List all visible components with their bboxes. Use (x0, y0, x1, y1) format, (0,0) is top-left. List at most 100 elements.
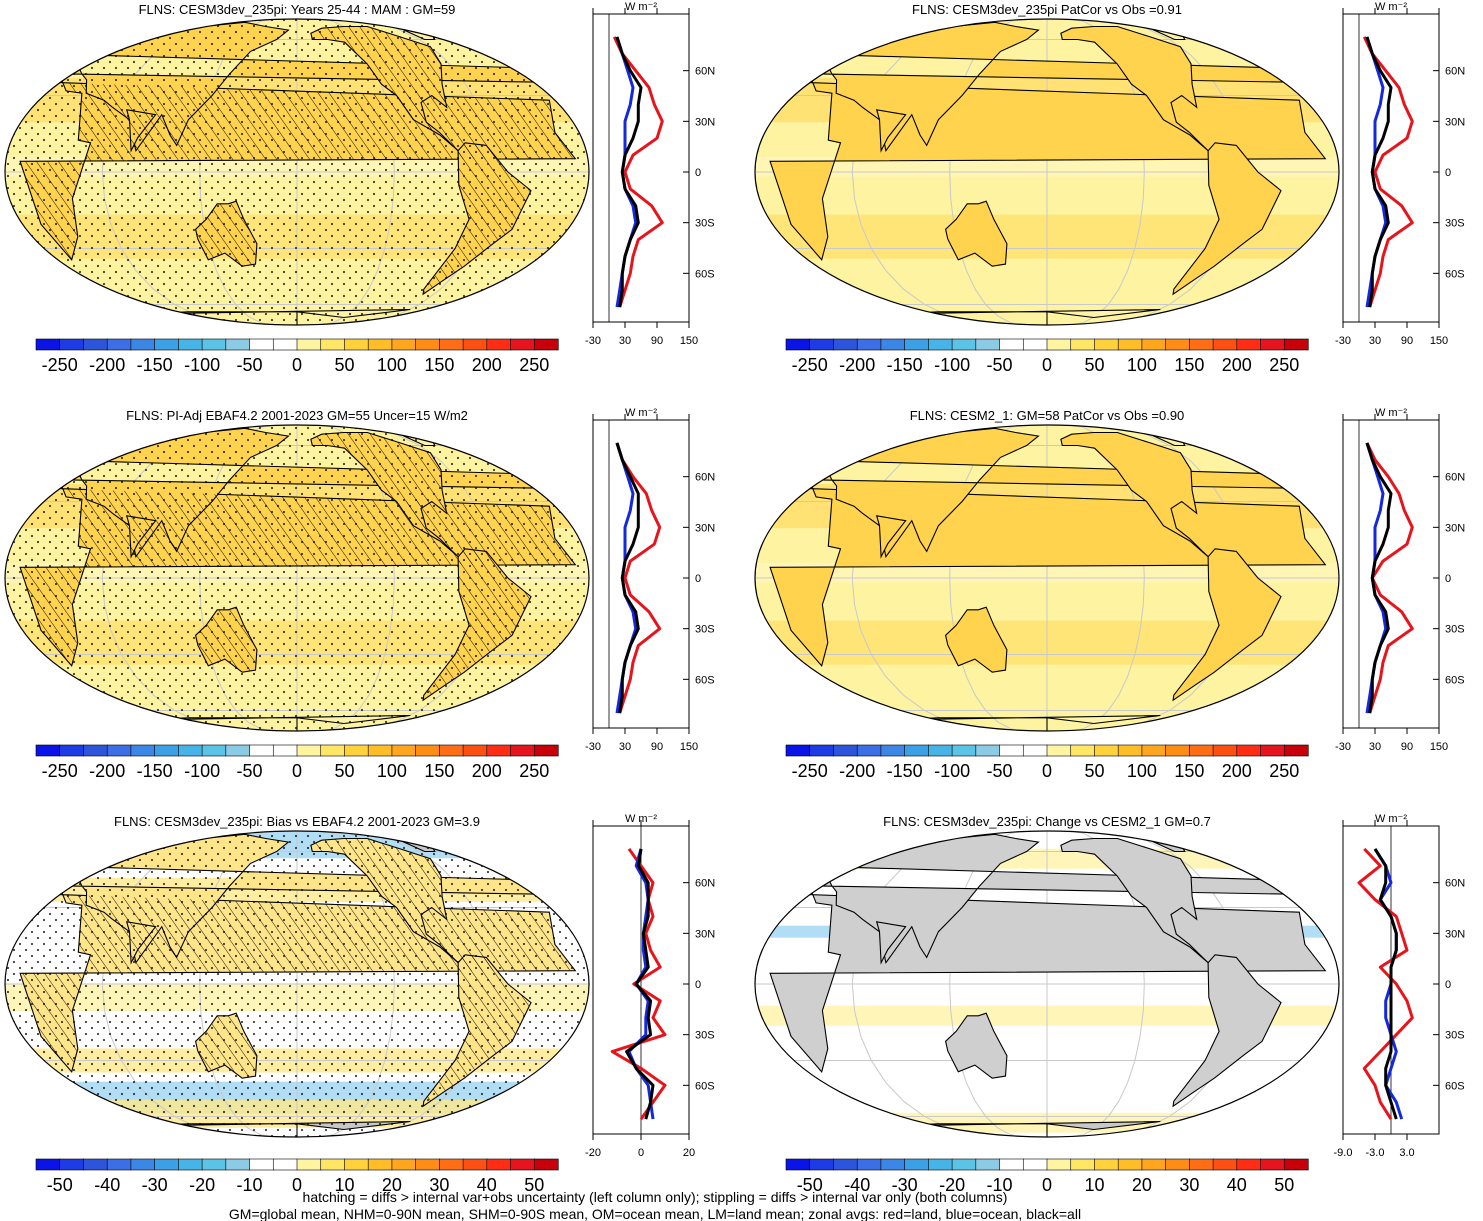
colorbar-swatch (344, 338, 369, 351)
map-obs-ebaf (5, 425, 589, 731)
colorbar-swatch (1165, 338, 1190, 351)
zonal-lat-label: 60N (695, 472, 715, 484)
colorbar-swatch (272, 338, 298, 351)
continent-india (875, 109, 907, 153)
zonal-lat-label: 0 (695, 167, 701, 179)
colorbar-swatch (344, 744, 369, 757)
hatching-africa (20, 891, 576, 1072)
colorbar-swatch (1212, 744, 1238, 757)
map-border (754, 830, 1340, 1138)
colorbar-swatch (249, 1158, 274, 1171)
map-cesm3-patcor (755, 19, 1339, 325)
colorbar-swatch (178, 338, 203, 351)
colorbar-swatch (880, 338, 906, 351)
zonal-x-tick-label: 150 (680, 741, 698, 753)
zonal-lat-label: 30S (1445, 218, 1465, 230)
zonal-x-tick-label: 3.0 (1399, 1147, 1414, 1159)
colorbar-tick-label: 30 (1179, 1175, 1199, 1195)
map-border (4, 18, 590, 326)
hatching-samerica (423, 954, 531, 1107)
colorbar-tick-label: 50 (1084, 761, 1104, 781)
zonal-lat-label: 30N (1445, 522, 1465, 534)
colorbar-tick-label: -40 (844, 1175, 870, 1195)
map-cesm2-climatology (755, 425, 1339, 731)
colorbar-swatch (272, 1158, 298, 1171)
colorbar-tick-label: -200 (839, 355, 875, 375)
continent-australia (944, 1012, 1008, 1079)
colorbar-swatch (296, 744, 322, 757)
zonal-lat-label: 30N (695, 928, 715, 940)
colorbar-swatch (1165, 744, 1190, 757)
colorbar: -250 -200 -150 -100 -50 0 50 100 150 200 250 (785, 744, 1309, 781)
colorbar-swatch (951, 338, 977, 351)
colorbar-tick-label: 0 (292, 761, 302, 781)
colorbar-swatch (367, 744, 393, 757)
colorbar-tick-label: -10 (986, 1175, 1012, 1195)
colorbar-tick-label: -30 (892, 1175, 918, 1195)
colorbar-swatch (833, 744, 858, 757)
colorbar-swatch (486, 1158, 512, 1171)
colorbar-swatch (439, 1158, 464, 1171)
colorbar-tick-label: -150 (887, 761, 923, 781)
colorbar-swatch (1189, 1158, 1214, 1171)
colorbar-swatch (904, 338, 929, 351)
colorbar-tick-label: -250 (792, 761, 828, 781)
colorbar-swatch (809, 1158, 835, 1171)
colorbar-swatch (856, 1158, 882, 1171)
colorbar-swatch (486, 338, 512, 351)
colorbar-tick-label: -50 (797, 1175, 823, 1195)
colorbar-swatch (367, 338, 393, 351)
continent-australia (944, 606, 1008, 673)
colorbar-swatch (951, 744, 977, 757)
colorbar-swatch (367, 1158, 393, 1171)
zonal-lat-label: 30N (695, 522, 715, 534)
colorbar-swatch (1236, 338, 1262, 351)
zonal-line-land (1362, 36, 1414, 308)
continent-india (875, 515, 907, 559)
colorbar-swatch (154, 338, 179, 351)
colorbar-tick-label: 50 (334, 761, 354, 781)
zonal-line-land (615, 442, 662, 714)
colorbar-tick-label: -50 (47, 1175, 73, 1195)
colorbar-swatch (1022, 744, 1048, 757)
zonal-lat-label: 0 (1445, 167, 1451, 179)
zonal-mean-plot: -30 30 90 150 W m⁻² 60N 30N 0 30S 60S (585, 1, 715, 347)
zonal-lat-label: 0 (1445, 979, 1451, 991)
colorbar-tick-label: 0 (292, 1175, 302, 1195)
colorbar-tick-label: 50 (524, 1175, 544, 1195)
colorbar-swatch (856, 744, 882, 757)
hatching-africa (20, 485, 576, 666)
zonal-x-tick-label: 90 (1401, 335, 1413, 347)
colorbar-swatch (415, 338, 440, 351)
zonal-lat-label: 60S (695, 1080, 715, 1092)
colorbar-swatch (83, 338, 108, 351)
continent-india (875, 921, 907, 965)
zonal-lat-label: 60S (1445, 674, 1465, 686)
colorbar-swatch (320, 1158, 346, 1171)
panel-obs-ebaf: FLNS: PI-Adj EBAF4.2 2001-2023 GM=55 Unc… (4, 407, 715, 781)
colorbar-swatch (510, 338, 535, 351)
footnote-line1: hatching = diffs > internal var+obs unce… (303, 1189, 1008, 1205)
zonal-mean-plot: -30 30 90 150 W m⁻² 60N 30N 0 30S 60S (585, 407, 715, 753)
colorbar-swatch (809, 744, 835, 757)
colorbar-swatch (439, 338, 464, 351)
colorbar-tick-label: -150 (137, 761, 173, 781)
colorbar-swatch (975, 338, 1001, 351)
colorbar-swatch (83, 744, 108, 757)
zonal-lat-label: 60S (1445, 1080, 1465, 1092)
colorbar-tick-label: 50 (1274, 1175, 1294, 1195)
colorbar-swatch (928, 1158, 953, 1171)
continent-namerica (1060, 837, 1209, 964)
map-border (754, 424, 1340, 732)
zonal-frame (592, 13, 690, 323)
zonal-lat-label: 60N (1445, 472, 1465, 484)
panel-change-vs-cesm2: FLNS: CESM3dev_235pi: Change vs CESM2_1 … (754, 813, 1465, 1195)
map-border (754, 18, 1340, 326)
colorbar-swatch (510, 744, 535, 757)
hatching-africa (20, 79, 576, 260)
colorbar-swatch (928, 338, 953, 351)
hatching-australia (195, 607, 257, 673)
zonal-x-tick-label: 150 (1430, 335, 1448, 347)
zonal-frame (1342, 419, 1440, 729)
continent-samerica (1172, 142, 1282, 296)
